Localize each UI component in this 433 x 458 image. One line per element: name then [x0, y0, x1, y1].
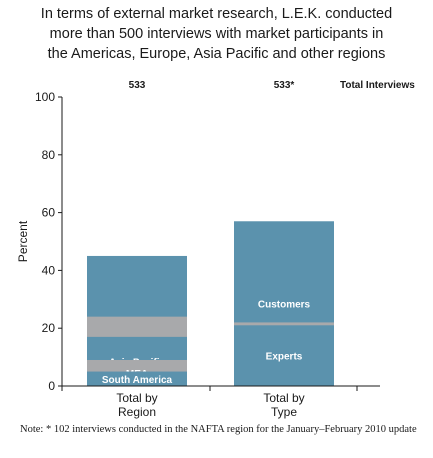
bar-segment: [234, 325, 334, 386]
stacked-bar-chart: PercentNAFTA*EuropeAsia PacificMEASouth …: [16, 80, 415, 419]
x-tick-label: Total by: [263, 391, 304, 405]
y-tick-label: 0: [48, 379, 55, 393]
segment-label: Customers: [258, 300, 311, 311]
y-tick-label: 80: [42, 148, 56, 162]
title-line-2: more than 500 interviews with market par…: [49, 26, 384, 42]
bar-total-label: 533: [129, 80, 146, 91]
title-line-1: In terms of external market research, L.…: [40, 6, 393, 22]
y-axis-label: Percent: [16, 220, 30, 262]
footnote: Note: * 102 interviews conducted in the …: [20, 424, 417, 435]
chart-title: In terms of external market research, L.…: [0, 4, 433, 64]
bar-segment: [87, 371, 187, 386]
y-tick-label: 20: [42, 321, 56, 335]
title-line-3: the Americas, Europe, Asia Pacific and o…: [47, 46, 386, 62]
x-tick-label: Region: [118, 405, 156, 419]
y-tick-label: 60: [42, 206, 56, 220]
y-tick-label: 100: [35, 90, 55, 104]
x-tick-label: Total by: [116, 391, 157, 405]
bar-total-label: 533*: [274, 80, 295, 91]
segment-label: Experts: [266, 352, 303, 363]
segment-label: South America: [102, 375, 173, 386]
y-tick-label: 40: [42, 263, 56, 277]
totals-header: Total Interviews: [340, 80, 415, 91]
x-tick-label: Type: [271, 405, 297, 419]
